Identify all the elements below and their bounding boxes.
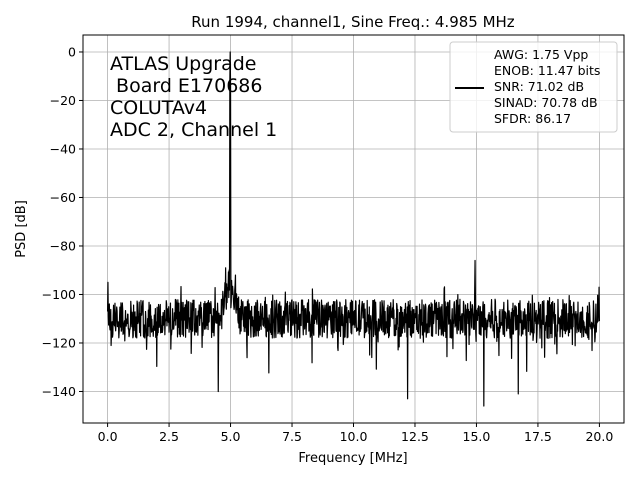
x-axis-label: Frequency [MHz]	[298, 451, 407, 466]
grid	[83, 35, 624, 423]
y-tick-label: −20	[50, 93, 76, 108]
x-tick-label: 7.5	[282, 429, 302, 444]
x-tick-label: 12.5	[401, 429, 429, 444]
annotation-line: ADC 2, Channel 1	[110, 119, 277, 141]
annotation-line: COLUTAv4	[110, 97, 207, 119]
x-tick-label: 0.0	[98, 429, 118, 444]
x-tick-label: 20.0	[585, 429, 613, 444]
y-tick-label: −60	[50, 190, 76, 205]
plot-frame	[82, 34, 625, 424]
annotation-line: ATLAS Upgrade	[110, 53, 256, 75]
x-tick-label: 15.0	[463, 429, 491, 444]
y-tick-label: −40	[50, 141, 76, 156]
annotation-line: Board E170686	[110, 75, 262, 97]
legend: AWG: 1.75 Vpp ENOB: 11.47 bits SNR: 71.0…	[449, 41, 618, 133]
legend-box	[449, 41, 618, 133]
y-tick-label: −80	[50, 238, 76, 253]
legend-entry: AWG: 1.75 Vpp	[494, 47, 588, 62]
y-tick-label: −140	[42, 384, 76, 399]
chart-title: Run 1994, channel1, Sine Freq.: 4.985 MH…	[191, 13, 515, 31]
y-axis-ticks: 0 −20 −40 −60 −80 −100 −120 −140	[42, 44, 83, 399]
x-tick-label: 5.0	[221, 429, 241, 444]
x-axis-ticks: 0.0 2.5 5.0 7.5 10.0 12.5 15.0 17.5 20.0	[98, 423, 613, 444]
legend-entry: SINAD: 70.78 dB	[494, 95, 598, 110]
x-tick-label: 17.5	[524, 429, 552, 444]
x-tick-label: 2.5	[159, 429, 179, 444]
y-tick-label: −100	[42, 287, 76, 302]
psd-series-line	[106, 51, 601, 407]
y-axis-label: PSD [dB]	[14, 200, 29, 258]
legend-entry: SFDR: 86.17	[494, 111, 571, 126]
x-tick-label: 10.0	[340, 429, 368, 444]
annotation: ATLAS Upgrade Board E170686 COLUTAv4 ADC…	[110, 53, 277, 141]
y-tick-label: 0	[68, 44, 76, 59]
legend-entry: SNR: 71.02 dB	[494, 79, 584, 94]
y-tick-label: −120	[42, 335, 76, 350]
legend-entry: ENOB: 11.47 bits	[494, 63, 600, 78]
